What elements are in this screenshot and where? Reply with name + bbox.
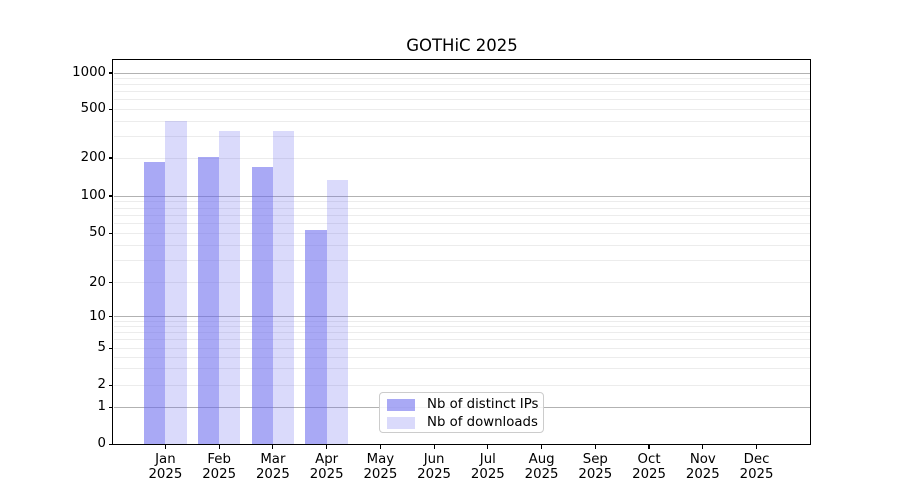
- chart-title: GOTHiC 2025: [406, 36, 518, 55]
- x-tick-mark: [218, 444, 220, 449]
- legend-item-downloads: Nb of downloads: [380, 415, 543, 430]
- x-tick-mark: [272, 444, 274, 449]
- y-tick-label: 100: [80, 188, 106, 203]
- legend-item-distinct-ips: Nb of distinct IPs: [380, 397, 543, 412]
- x-tick-label: Jul 2025: [470, 451, 505, 483]
- y-tick-label: 20: [89, 274, 106, 290]
- legend-label-distinct-ips: Nb of distinct IPs: [427, 397, 539, 412]
- x-tick-label: Aug 2025: [524, 451, 559, 483]
- x-tick-mark: [164, 444, 166, 449]
- x-tick-label: Feb 2025: [202, 451, 237, 483]
- x-tick-mark: [540, 444, 543, 449]
- x-tick-mark: [487, 444, 489, 449]
- x-tick-mark: [594, 444, 596, 449]
- x-tick-label: Jun 2025: [417, 451, 452, 483]
- plot-area: [112, 59, 812, 446]
- x-tick-label: Oct 2025: [632, 451, 666, 483]
- x-tick-label: Apr 2025: [309, 451, 344, 483]
- y-tick-label: 2: [97, 377, 106, 393]
- x-tick-mark: [433, 444, 435, 449]
- x-tick-label: Nov 2025: [685, 451, 720, 483]
- x-tick-mark: [379, 444, 381, 449]
- x-tick-label: Dec 2025: [739, 451, 774, 483]
- x-tick-mark: [755, 444, 758, 449]
- legend-swatch-downloads: [387, 417, 415, 429]
- y-tick-label: 200: [80, 150, 106, 165]
- x-tick-mark: [648, 444, 650, 449]
- x-tick-label: Jan 2025: [148, 451, 183, 483]
- legend: Nb of distinct IPs Nb of downloads: [379, 392, 544, 433]
- x-tick-mark: [326, 444, 328, 449]
- legend-label-downloads: Nb of downloads: [427, 415, 538, 430]
- y-tick-label: 10: [89, 308, 106, 324]
- y-tick-label: 5: [97, 340, 106, 356]
- x-tick-label: Mar 2025: [255, 451, 290, 483]
- legend-swatch-distinct-ips: [387, 399, 415, 411]
- y-tick-label: 50: [89, 225, 106, 241]
- x-tick-label: Sep 2025: [578, 451, 613, 483]
- y-tick-label: 0: [97, 436, 106, 452]
- x-tick-mark: [702, 444, 704, 449]
- x-tick-label: May 2025: [363, 451, 398, 483]
- y-tick-label: 1: [97, 399, 106, 415]
- y-tick-label: 500: [80, 101, 106, 117]
- y-tick-label: 1000: [72, 65, 106, 80]
